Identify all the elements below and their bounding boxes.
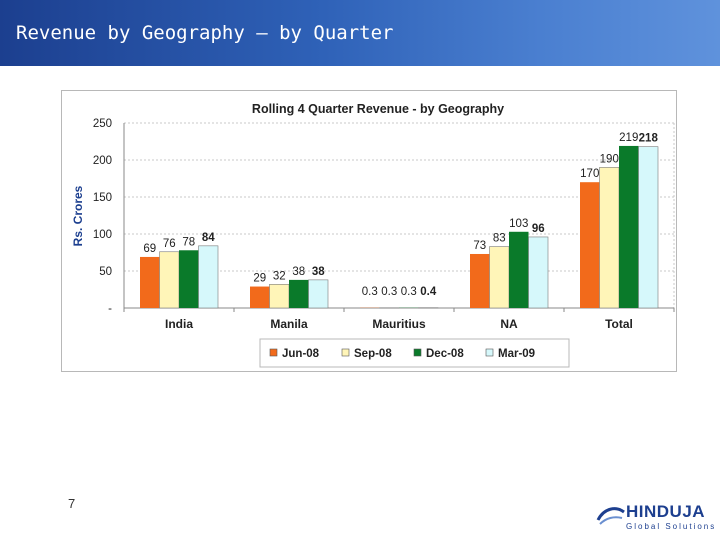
y-tick-label: 200 xyxy=(93,155,112,167)
data-label: 170 xyxy=(580,168,599,180)
legend-swatch-sep-08 xyxy=(341,348,350,357)
y-tick-label: 50 xyxy=(99,266,112,278)
data-label: 69 xyxy=(143,243,156,255)
page-number: 7 xyxy=(68,496,76,511)
legend-label: Sep-08 xyxy=(354,348,392,360)
bar-dec-08 xyxy=(179,250,199,308)
revenue-bar-chart: Rolling 4 Quarter Revenue - by Geography… xyxy=(71,102,675,368)
logo-swoosh-icon xyxy=(596,507,625,525)
data-label: 29 xyxy=(253,273,266,285)
bar-dec-08 xyxy=(509,231,529,308)
y-tick-label: 250 xyxy=(93,118,112,130)
data-label: 78 xyxy=(182,236,195,248)
data-label: 83 xyxy=(493,233,506,245)
data-label: 103 xyxy=(509,218,528,230)
slide-title: Revenue by Geography – by Quarter xyxy=(16,22,394,44)
y-tick-label: - xyxy=(108,303,112,315)
chart-title: Rolling 4 Quarter Revenue - by Geography xyxy=(252,102,504,116)
data-label: 96 xyxy=(532,223,545,235)
bar-jun-08 xyxy=(250,286,270,308)
data-label: 0.3 xyxy=(401,286,417,298)
x-tick-label: India xyxy=(165,317,193,331)
legend-swatch-dec-08 xyxy=(413,348,422,357)
y-tick-label: 150 xyxy=(93,192,112,204)
legend-label: Mar-09 xyxy=(498,348,535,360)
bar-sep-08 xyxy=(159,251,180,309)
logo-wordmark: HINDUJA xyxy=(626,502,706,521)
bar-jun-08 xyxy=(140,256,160,308)
bar-mar-09 xyxy=(198,245,219,309)
logo-tagline: Global Solutions xyxy=(626,522,717,531)
bar-jun-08 xyxy=(580,182,600,308)
bar-sep-08 xyxy=(599,167,620,309)
data-label: 0.4 xyxy=(420,286,437,298)
legend-swatch-jun-08 xyxy=(269,348,278,357)
title-bar: Revenue by Geography – by Quarter xyxy=(0,0,720,66)
legend-label: Dec-08 xyxy=(426,348,464,360)
bar-mar-09 xyxy=(528,236,549,309)
y-tick-label: 100 xyxy=(93,229,112,241)
data-label: 84 xyxy=(202,232,215,244)
data-label: 0.3 xyxy=(362,286,378,298)
x-tick-label: Total xyxy=(605,317,633,331)
legend-label: Jun-08 xyxy=(282,348,320,360)
data-label: 0.3 xyxy=(381,286,397,298)
data-label: 73 xyxy=(473,240,486,252)
bar-sep-08 xyxy=(269,284,290,309)
bar-jun-08 xyxy=(470,253,490,308)
data-label: 218 xyxy=(639,133,659,145)
bar-mar-09 xyxy=(638,146,659,309)
data-label: 38 xyxy=(292,266,305,278)
chart-frame: Rolling 4 Quarter Revenue - by Geography… xyxy=(61,90,677,372)
bar-mar-09 xyxy=(308,279,329,309)
data-label: 219 xyxy=(619,132,638,144)
data-label: 38 xyxy=(312,266,325,278)
bar-sep-08 xyxy=(489,246,510,309)
bar-dec-08 xyxy=(289,279,309,308)
legend-swatch-mar-09 xyxy=(485,348,494,357)
y-axis-title: Rs. Crores xyxy=(71,185,85,246)
bar-dec-08 xyxy=(619,145,639,308)
data-label: 76 xyxy=(163,238,176,250)
company-logo: HINDUJA Global Solutions xyxy=(596,500,714,534)
x-tick-label: Manila xyxy=(270,317,308,331)
x-tick-label: Mauritius xyxy=(372,317,426,331)
data-label: 32 xyxy=(273,270,286,282)
x-tick-label: NA xyxy=(500,317,518,331)
data-label: 190 xyxy=(600,153,619,165)
